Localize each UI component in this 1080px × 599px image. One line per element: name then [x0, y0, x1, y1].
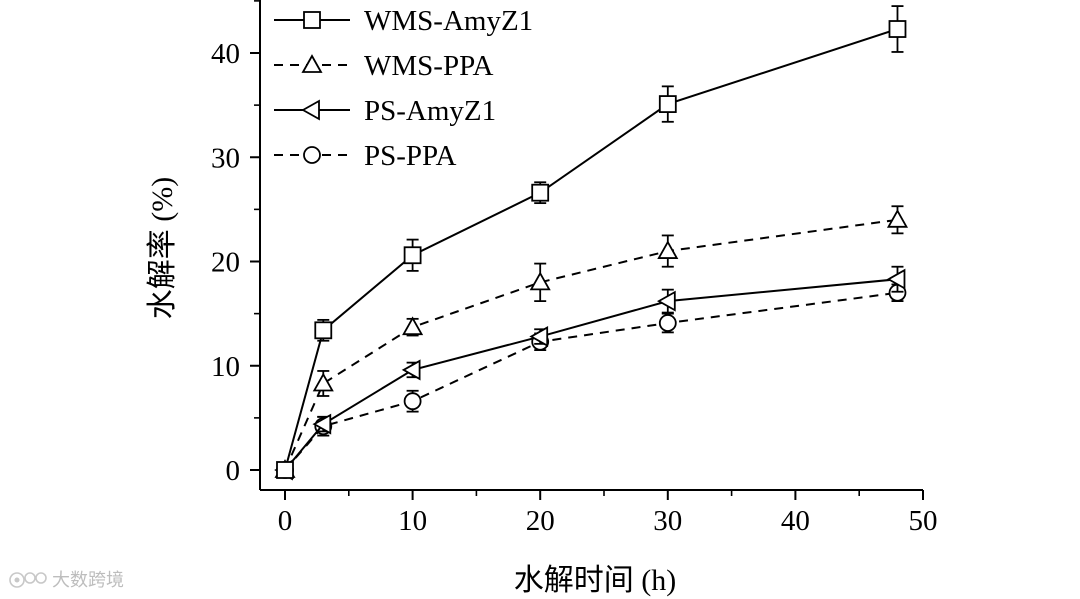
- legend-label: PS-PPA: [364, 140, 457, 172]
- y-tick-label: 20: [211, 247, 240, 279]
- y-axis-title: 水解率 (%): [146, 177, 179, 319]
- data-point: [886, 208, 909, 228]
- series-WMS-AmyZ1: [276, 5, 907, 479]
- watermark: 大数跨境: [8, 566, 124, 592]
- legend-marker: [301, 54, 323, 73]
- weibo-logo-icon: [9, 572, 47, 588]
- series-line: [284, 218, 898, 471]
- x-tick-label: 20: [526, 505, 555, 537]
- x-tick-label: 50: [909, 505, 938, 537]
- series-PS-AmyZ1: [274, 265, 906, 481]
- data-point: [314, 321, 333, 340]
- data-point: [656, 290, 676, 312]
- data-point: [401, 359, 421, 381]
- series-PS-PPA: [276, 283, 907, 479]
- legend-label: WMS-AmyZ1: [364, 5, 533, 37]
- watermark-text: 大数跨境: [52, 570, 124, 591]
- legend-label: PS-AmyZ1: [364, 95, 496, 127]
- y-tick-label: 40: [211, 38, 240, 70]
- series-line: [284, 291, 898, 471]
- data-point: [888, 20, 907, 38]
- data-point: [403, 392, 422, 411]
- x-tick-label: 40: [781, 505, 810, 537]
- series-layer: [274, 5, 909, 481]
- data-point: [658, 314, 677, 332]
- y-tick-label: 0: [226, 455, 241, 487]
- legend-item: PS-AmyZ1: [274, 95, 496, 127]
- data-point: [529, 326, 549, 348]
- y-tick-label: 10: [211, 351, 240, 383]
- y-tick-label: 30: [211, 142, 240, 174]
- data-point: [312, 413, 332, 435]
- data-point: [529, 271, 551, 291]
- x-tick-label: 0: [278, 505, 293, 537]
- data-point: [658, 95, 677, 113]
- legend-marker: [303, 11, 321, 29]
- data-point: [886, 268, 906, 290]
- legend-label: WMS-PPA: [364, 50, 494, 82]
- axes: 0 10 20 30 40 50 0 10 20 30 40: [211, 0, 938, 537]
- x-tick-label: 30: [653, 505, 682, 537]
- legend: WMS-AmyZ1 WMS-PPA PS-AmyZ1 PS-PPA: [274, 5, 533, 172]
- legend-item: WMS-AmyZ1: [274, 5, 533, 37]
- x-tick-label: 10: [398, 505, 427, 537]
- legend-item: WMS-PPA: [274, 50, 494, 82]
- series-WMS-PPA: [274, 205, 909, 478]
- data-point: [312, 372, 334, 392]
- data-point: [276, 461, 294, 479]
- series-line: [284, 28, 898, 471]
- x-axis-title: 水解时间 (h): [514, 564, 676, 597]
- series-line: [284, 278, 898, 471]
- legend-marker: [301, 99, 320, 121]
- legend-marker: [303, 146, 321, 164]
- data-point: [531, 183, 550, 202]
- data-point: [403, 246, 422, 265]
- legend-item: PS-PPA: [274, 140, 457, 172]
- data-point: [657, 240, 679, 259]
- data-point: [402, 316, 424, 336]
